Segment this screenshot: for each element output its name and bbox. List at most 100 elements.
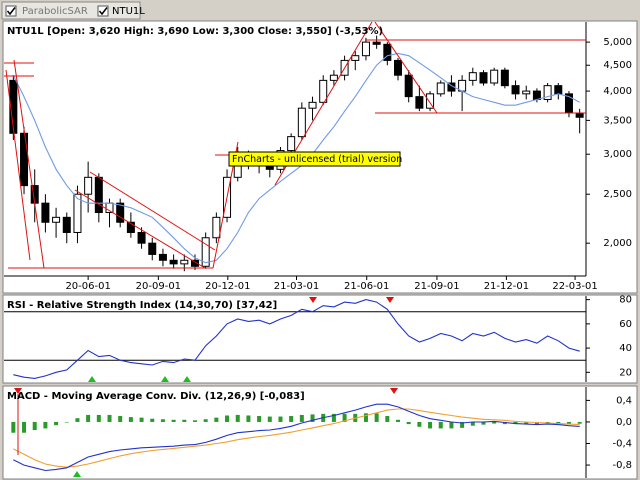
histogram-bar: [246, 415, 251, 422]
y-tick-label: 40: [619, 343, 632, 354]
histogram-bar: [22, 421, 27, 433]
axes: 20-06-01 20-09-01 20-12-01 21-03-01 21-06-01…: [65, 37, 632, 471]
sar-line: [12, 52, 580, 264]
checkbox[interactable]: [5, 5, 17, 17]
y-tick-label: 20: [619, 367, 632, 378]
signal-arrows: [14, 297, 398, 477]
legend-label: ParabolicSAR: [22, 6, 88, 17]
buy-arrow: [161, 376, 169, 382]
y-tick-label: -0,4: [612, 439, 632, 450]
candle-body: [319, 79, 328, 103]
y-tick-label: 0,4: [616, 395, 632, 406]
candle-body: [94, 176, 103, 214]
watermark: FnCharts - unlicensed (trial) version: [232, 154, 402, 165]
histogram-bar: [481, 421, 486, 425]
histogram-bar: [577, 421, 582, 424]
candle-body: [126, 221, 135, 233]
rsi-line: [13, 299, 580, 379]
chart-title: NTU1L [Open: 3,620 High: 3,690 Low: 3,30…: [7, 26, 383, 37]
y-tick-label: 80: [619, 295, 632, 306]
macd-title: MACD - Moving Average Conv. Div. (12,26,…: [7, 391, 305, 402]
histogram-bar: [406, 421, 411, 425]
histogram-bar: [513, 421, 518, 425]
histogram-bar: [524, 421, 529, 425]
y-tick-label: -0,8: [612, 460, 632, 471]
trend-line: [74, 189, 206, 269]
histogram-bar: [257, 416, 262, 422]
candle-body: [9, 79, 18, 134]
histogram-bar: [438, 421, 443, 429]
candle-body: [511, 85, 520, 95]
histogram-bar: [171, 419, 176, 422]
candle-body: [20, 132, 29, 187]
candle-body: [212, 216, 221, 239]
histogram-bar: [460, 421, 465, 428]
candle-body: [479, 72, 488, 84]
sell-arrow: [390, 388, 398, 394]
histogram-bar: [299, 414, 304, 422]
histogram-bar: [396, 419, 401, 422]
candle-body: [329, 74, 338, 81]
candle-body: [372, 41, 381, 45]
macd-plot: [11, 403, 582, 472]
candle-body: [468, 72, 477, 81]
y-tick-label: 4,500: [603, 60, 632, 71]
histogram-bar: [96, 414, 101, 422]
sell-arrow: [309, 297, 317, 303]
candle-body: [169, 259, 178, 265]
candle-body: [158, 253, 167, 261]
candle-body: [73, 193, 82, 233]
histogram-bar: [428, 421, 433, 429]
rsi-panel: [2, 294, 638, 384]
histogram-bar: [192, 420, 197, 422]
candle-body: [436, 82, 445, 95]
y-tick-label: 5,000: [603, 37, 632, 48]
histogram-bar: [566, 421, 571, 424]
histogram-bar: [128, 417, 133, 422]
candle-body: [532, 90, 541, 100]
check-mark: [6, 7, 16, 16]
signal-line: [13, 408, 580, 468]
trend-line: [5, 69, 31, 261]
y-tick-label: 2,500: [603, 189, 632, 200]
histogram-bar: [86, 414, 91, 422]
x-tick-label: 20-06-01: [65, 281, 110, 292]
histogram-bar: [449, 421, 454, 429]
x-tick-label: 21-03-01: [274, 281, 319, 292]
x-tick-label: 21-12-01: [484, 281, 529, 292]
histogram-bar: [182, 419, 187, 422]
candle-body: [522, 90, 531, 95]
candle-body: [575, 112, 584, 118]
buy-arrow: [183, 376, 191, 382]
histogram-bar: [64, 421, 69, 423]
histogram-bar: [278, 416, 283, 422]
histogram-bar: [556, 421, 561, 424]
candle-body: [351, 55, 360, 61]
rsi-title: RSI - Relative Strength Index (14,30,70)…: [7, 300, 277, 311]
histogram-bar: [235, 414, 240, 422]
candle-body: [287, 136, 296, 152]
x-tick-label: 21-06-01: [344, 281, 389, 292]
histogram-bar: [267, 416, 272, 422]
histogram-bar: [214, 417, 219, 422]
candle-body: [297, 107, 306, 138]
y-tick-label: 4,000: [603, 86, 632, 97]
histogram-bar: [310, 414, 315, 422]
histogram-bar: [118, 416, 123, 422]
histogram-bar: [417, 421, 422, 427]
candle-body: [543, 85, 552, 100]
legend-label: NTU1L: [112, 6, 145, 17]
buy-arrow: [73, 471, 81, 477]
watermark-box: [228, 151, 401, 167]
checkbox[interactable]: [97, 5, 109, 17]
candle-body: [180, 259, 189, 265]
y-tick-label: 2,000: [603, 238, 632, 249]
x-tick-label: 21-09-01: [414, 281, 459, 292]
histogram-bar: [225, 415, 230, 422]
histogram-bar: [107, 414, 112, 422]
rsi-plot: [4, 299, 586, 379]
candle-body: [490, 69, 499, 84]
candle-body: [361, 41, 370, 57]
candle-body: [52, 216, 61, 223]
